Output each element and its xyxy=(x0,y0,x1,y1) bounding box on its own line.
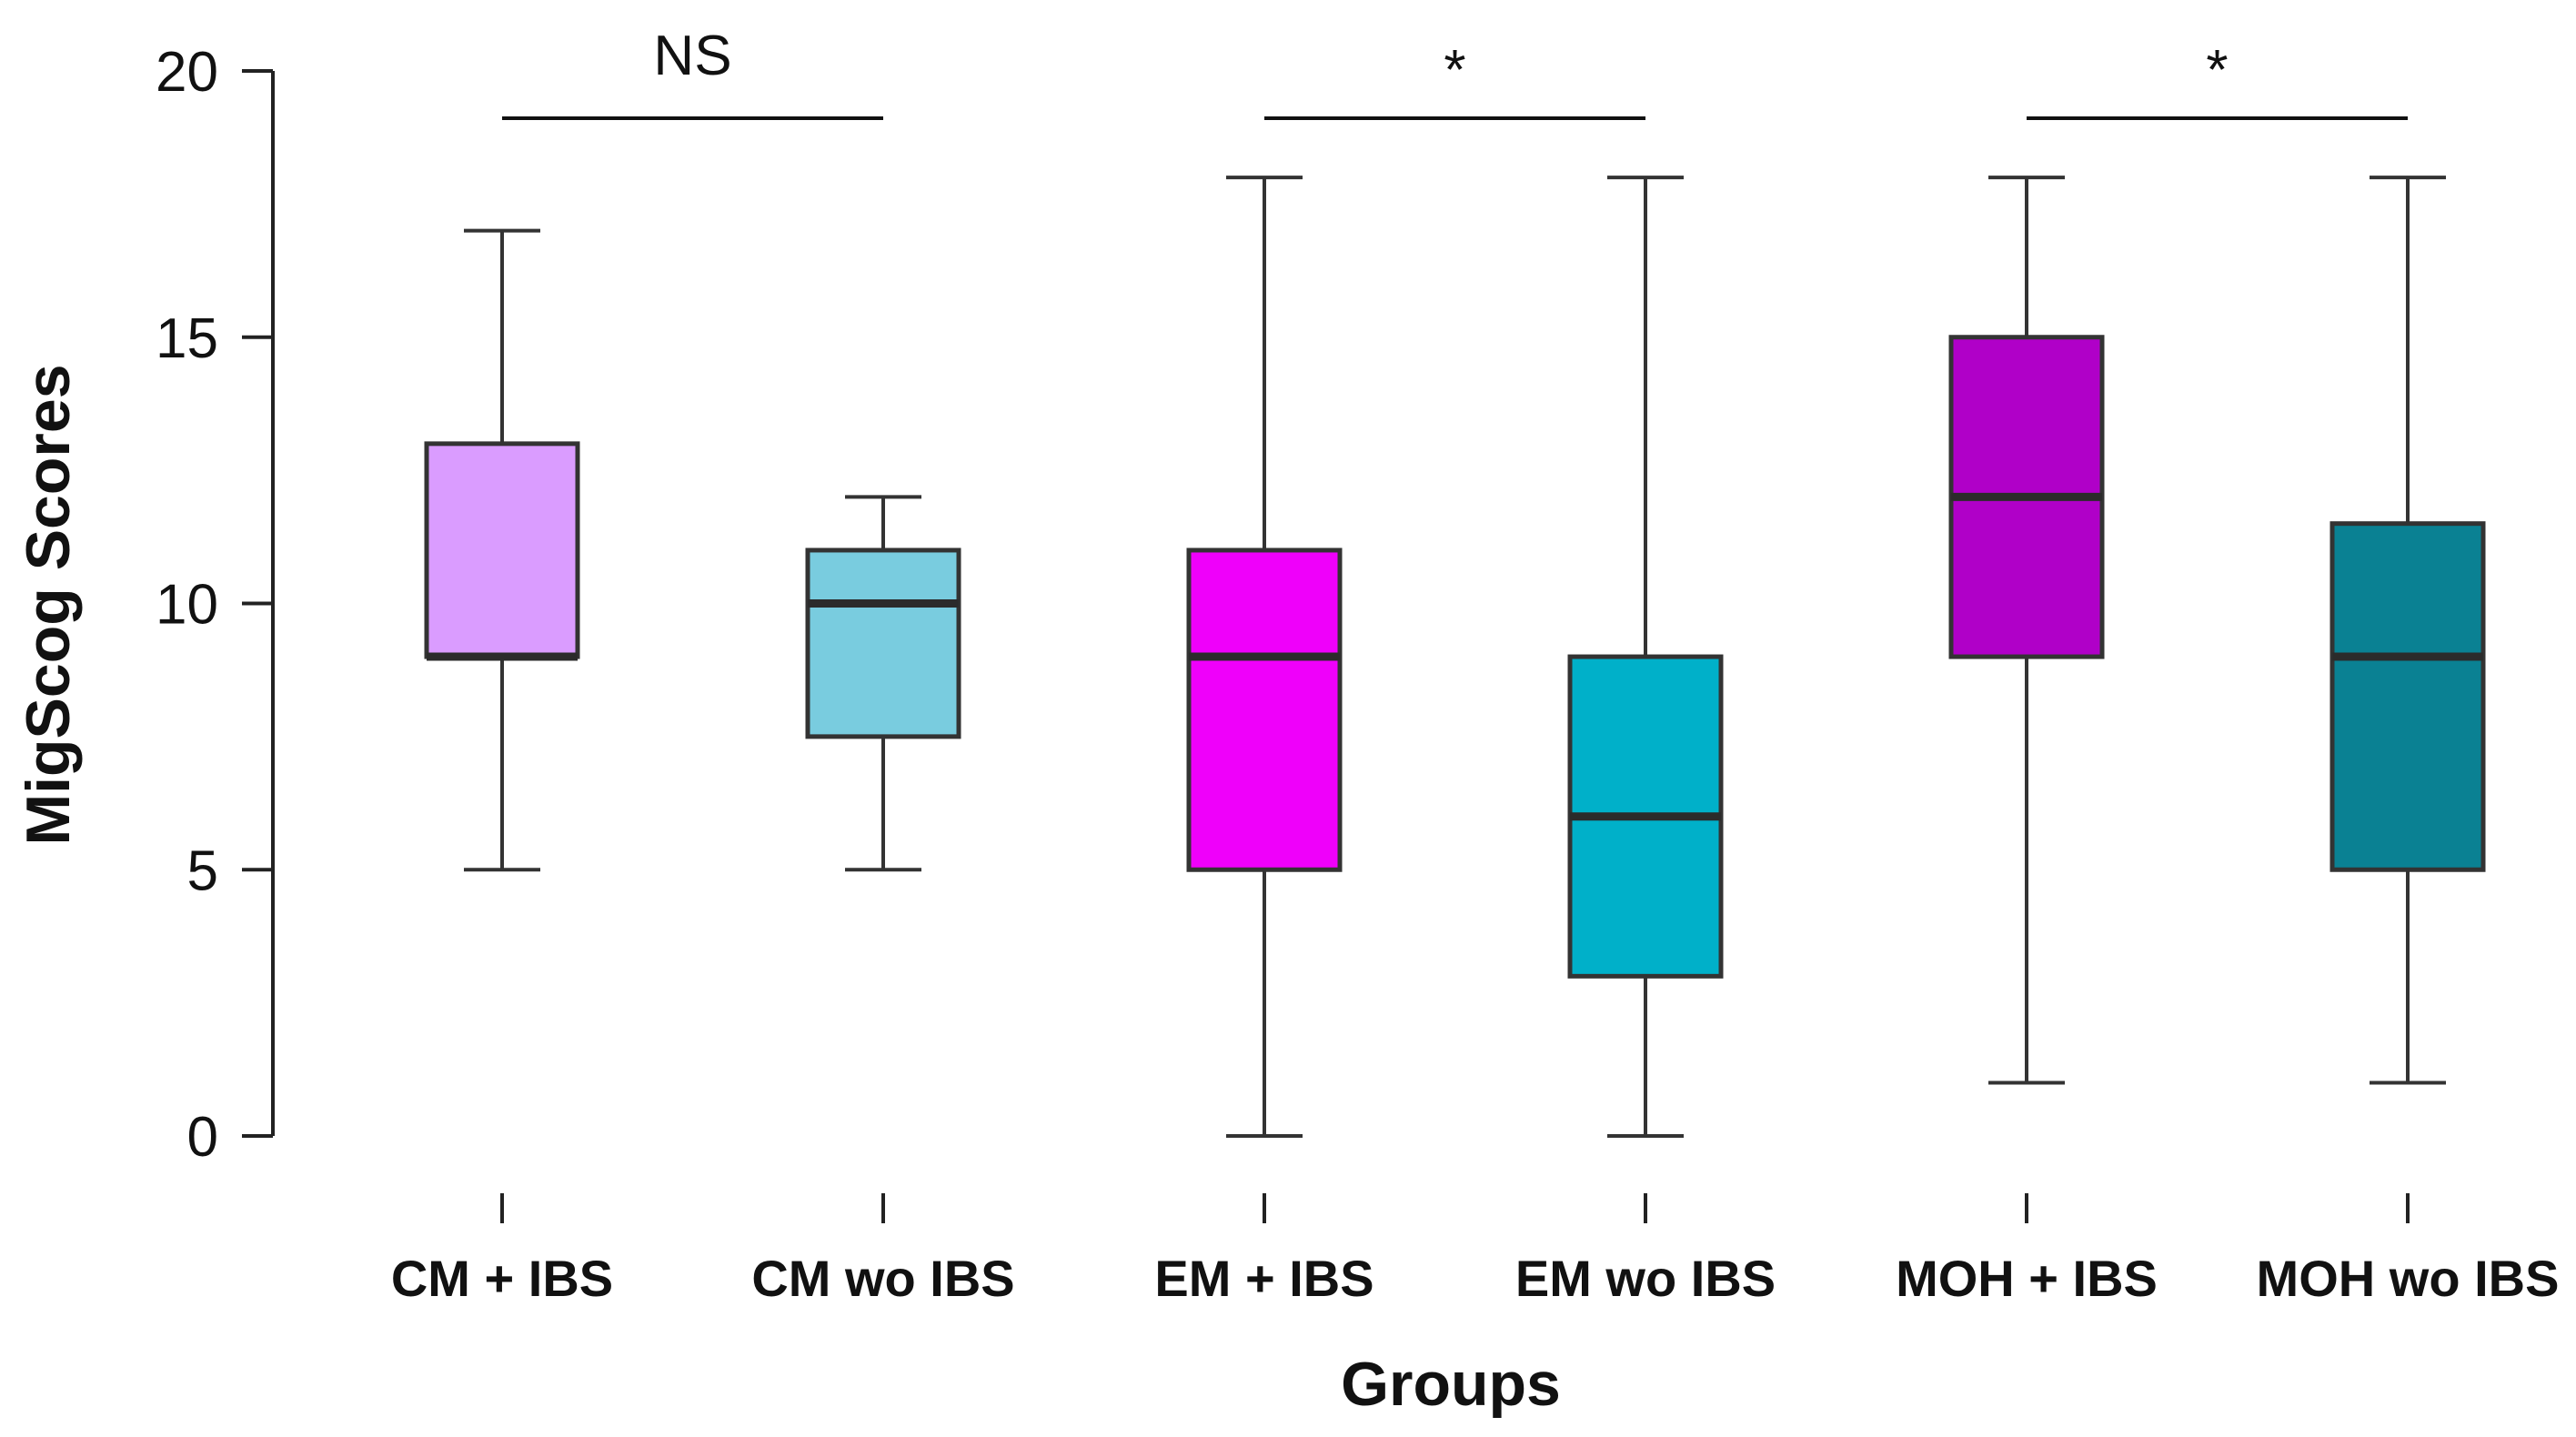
y-tick-label: 20 xyxy=(156,41,218,104)
significance-brackets: NS * * xyxy=(502,25,2408,120)
iqr-box xyxy=(1186,548,1343,872)
x-tick-label: EM wo IBS xyxy=(1515,1250,1776,1307)
box-group xyxy=(1948,176,2105,1085)
iqr-box xyxy=(2329,521,2486,872)
box-group xyxy=(2329,176,2486,1085)
iqr-box xyxy=(424,441,580,659)
y-axis: 0 5 10 15 20 xyxy=(156,41,275,1169)
x-axis: CM + IBS CM wo IBS EM + IBS EM wo IBS MOH + … xyxy=(391,1193,2560,1307)
iqr-box xyxy=(805,548,961,739)
x-tick-label: MOH wo IBS xyxy=(2257,1250,2560,1307)
y-tick-label: 15 xyxy=(156,307,218,370)
box-group xyxy=(805,495,961,872)
x-axis-title: Groups xyxy=(1341,1350,1561,1419)
significance-label: * xyxy=(2206,39,2228,102)
x-tick-label: MOH + IBS xyxy=(1896,1250,2158,1307)
y-tick-label: 10 xyxy=(156,574,218,637)
x-tick-label: EM + IBS xyxy=(1154,1250,1374,1307)
y-tick-label: 5 xyxy=(187,839,218,902)
x-tick-label: CM + IBS xyxy=(391,1250,613,1307)
y-tick-label: 0 xyxy=(187,1106,218,1169)
significance-label: NS xyxy=(653,25,731,87)
box-series xyxy=(424,176,2486,1138)
x-tick-label: CM wo IBS xyxy=(751,1250,1014,1307)
y-axis-title: MigScog Scores xyxy=(14,364,83,845)
box-group xyxy=(1186,176,1343,1138)
box-group xyxy=(1567,176,1724,1138)
significance-label: * xyxy=(1444,39,1465,102)
box-group xyxy=(424,228,580,872)
